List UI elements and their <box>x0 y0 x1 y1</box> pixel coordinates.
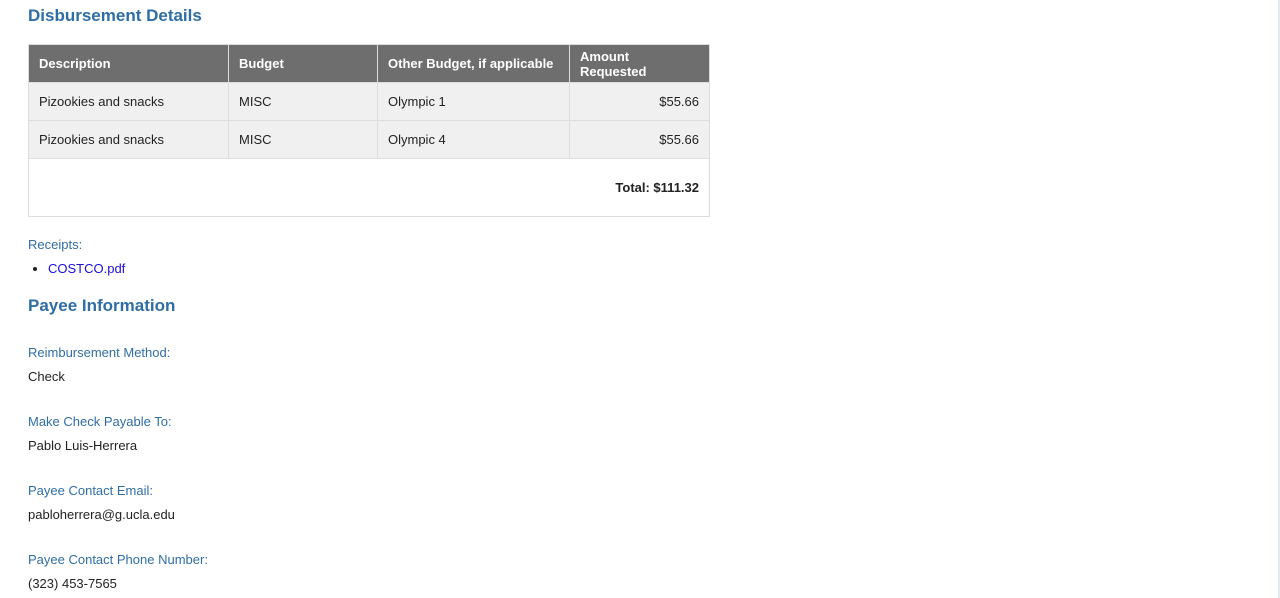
payable-to-label: Make Check Payable To: <box>28 414 172 429</box>
cell-description: Pizookies and snacks <box>28 82 229 121</box>
table-header-row: Description Budget Other Budget, if appl… <box>28 44 710 83</box>
cell-budget: MISC <box>228 82 378 121</box>
cell-budget: MISC <box>228 120 378 159</box>
table-row: Pizookies and snacks MISC Olympic 4 $55.… <box>28 120 710 159</box>
scrollbar-edge <box>1278 0 1280 598</box>
column-header: Amount Requested <box>569 44 710 83</box>
cell-description: Pizookies and snacks <box>28 120 229 159</box>
receipts-label: Receipts: <box>28 237 83 252</box>
reimbursement-method-label: Reimbursement Method: <box>28 345 171 360</box>
column-header: Description <box>28 44 229 83</box>
receipts-list: COSTCO.pdf <box>28 261 125 276</box>
payable-to-value: Pablo Luis-Herrera <box>28 438 138 453</box>
disbursement-table: Description Budget Other Budget, if appl… <box>28 44 710 217</box>
cell-other-budget: Olympic 4 <box>377 120 570 159</box>
list-item: COSTCO.pdf <box>48 261 125 276</box>
cell-amount: $55.66 <box>569 82 710 121</box>
payee-phone-value: (323) 453-7565 <box>28 576 117 591</box>
receipt-link[interactable]: COSTCO.pdf <box>48 261 126 276</box>
column-header: Budget <box>228 44 378 83</box>
payee-phone-label: Payee Contact Phone Number: <box>28 552 208 567</box>
total-amount: Total: $111.32 <box>28 158 710 217</box>
cell-other-budget: Olympic 1 <box>377 82 570 121</box>
cell-amount: $55.66 <box>569 120 710 159</box>
payee-email-value: pabloherrera@g.ucla.edu <box>28 507 175 522</box>
column-header: Other Budget, if applicable <box>377 44 570 83</box>
table-row: Pizookies and snacks MISC Olympic 1 $55.… <box>28 82 710 121</box>
disbursement-title: Disbursement Details <box>28 6 202 25</box>
payee-email-label: Payee Contact Email: <box>28 483 154 498</box>
total-row: Total: $111.32 <box>28 158 710 217</box>
payee-title: Payee Information <box>28 296 176 315</box>
reimbursement-method-value: Check <box>28 369 65 384</box>
